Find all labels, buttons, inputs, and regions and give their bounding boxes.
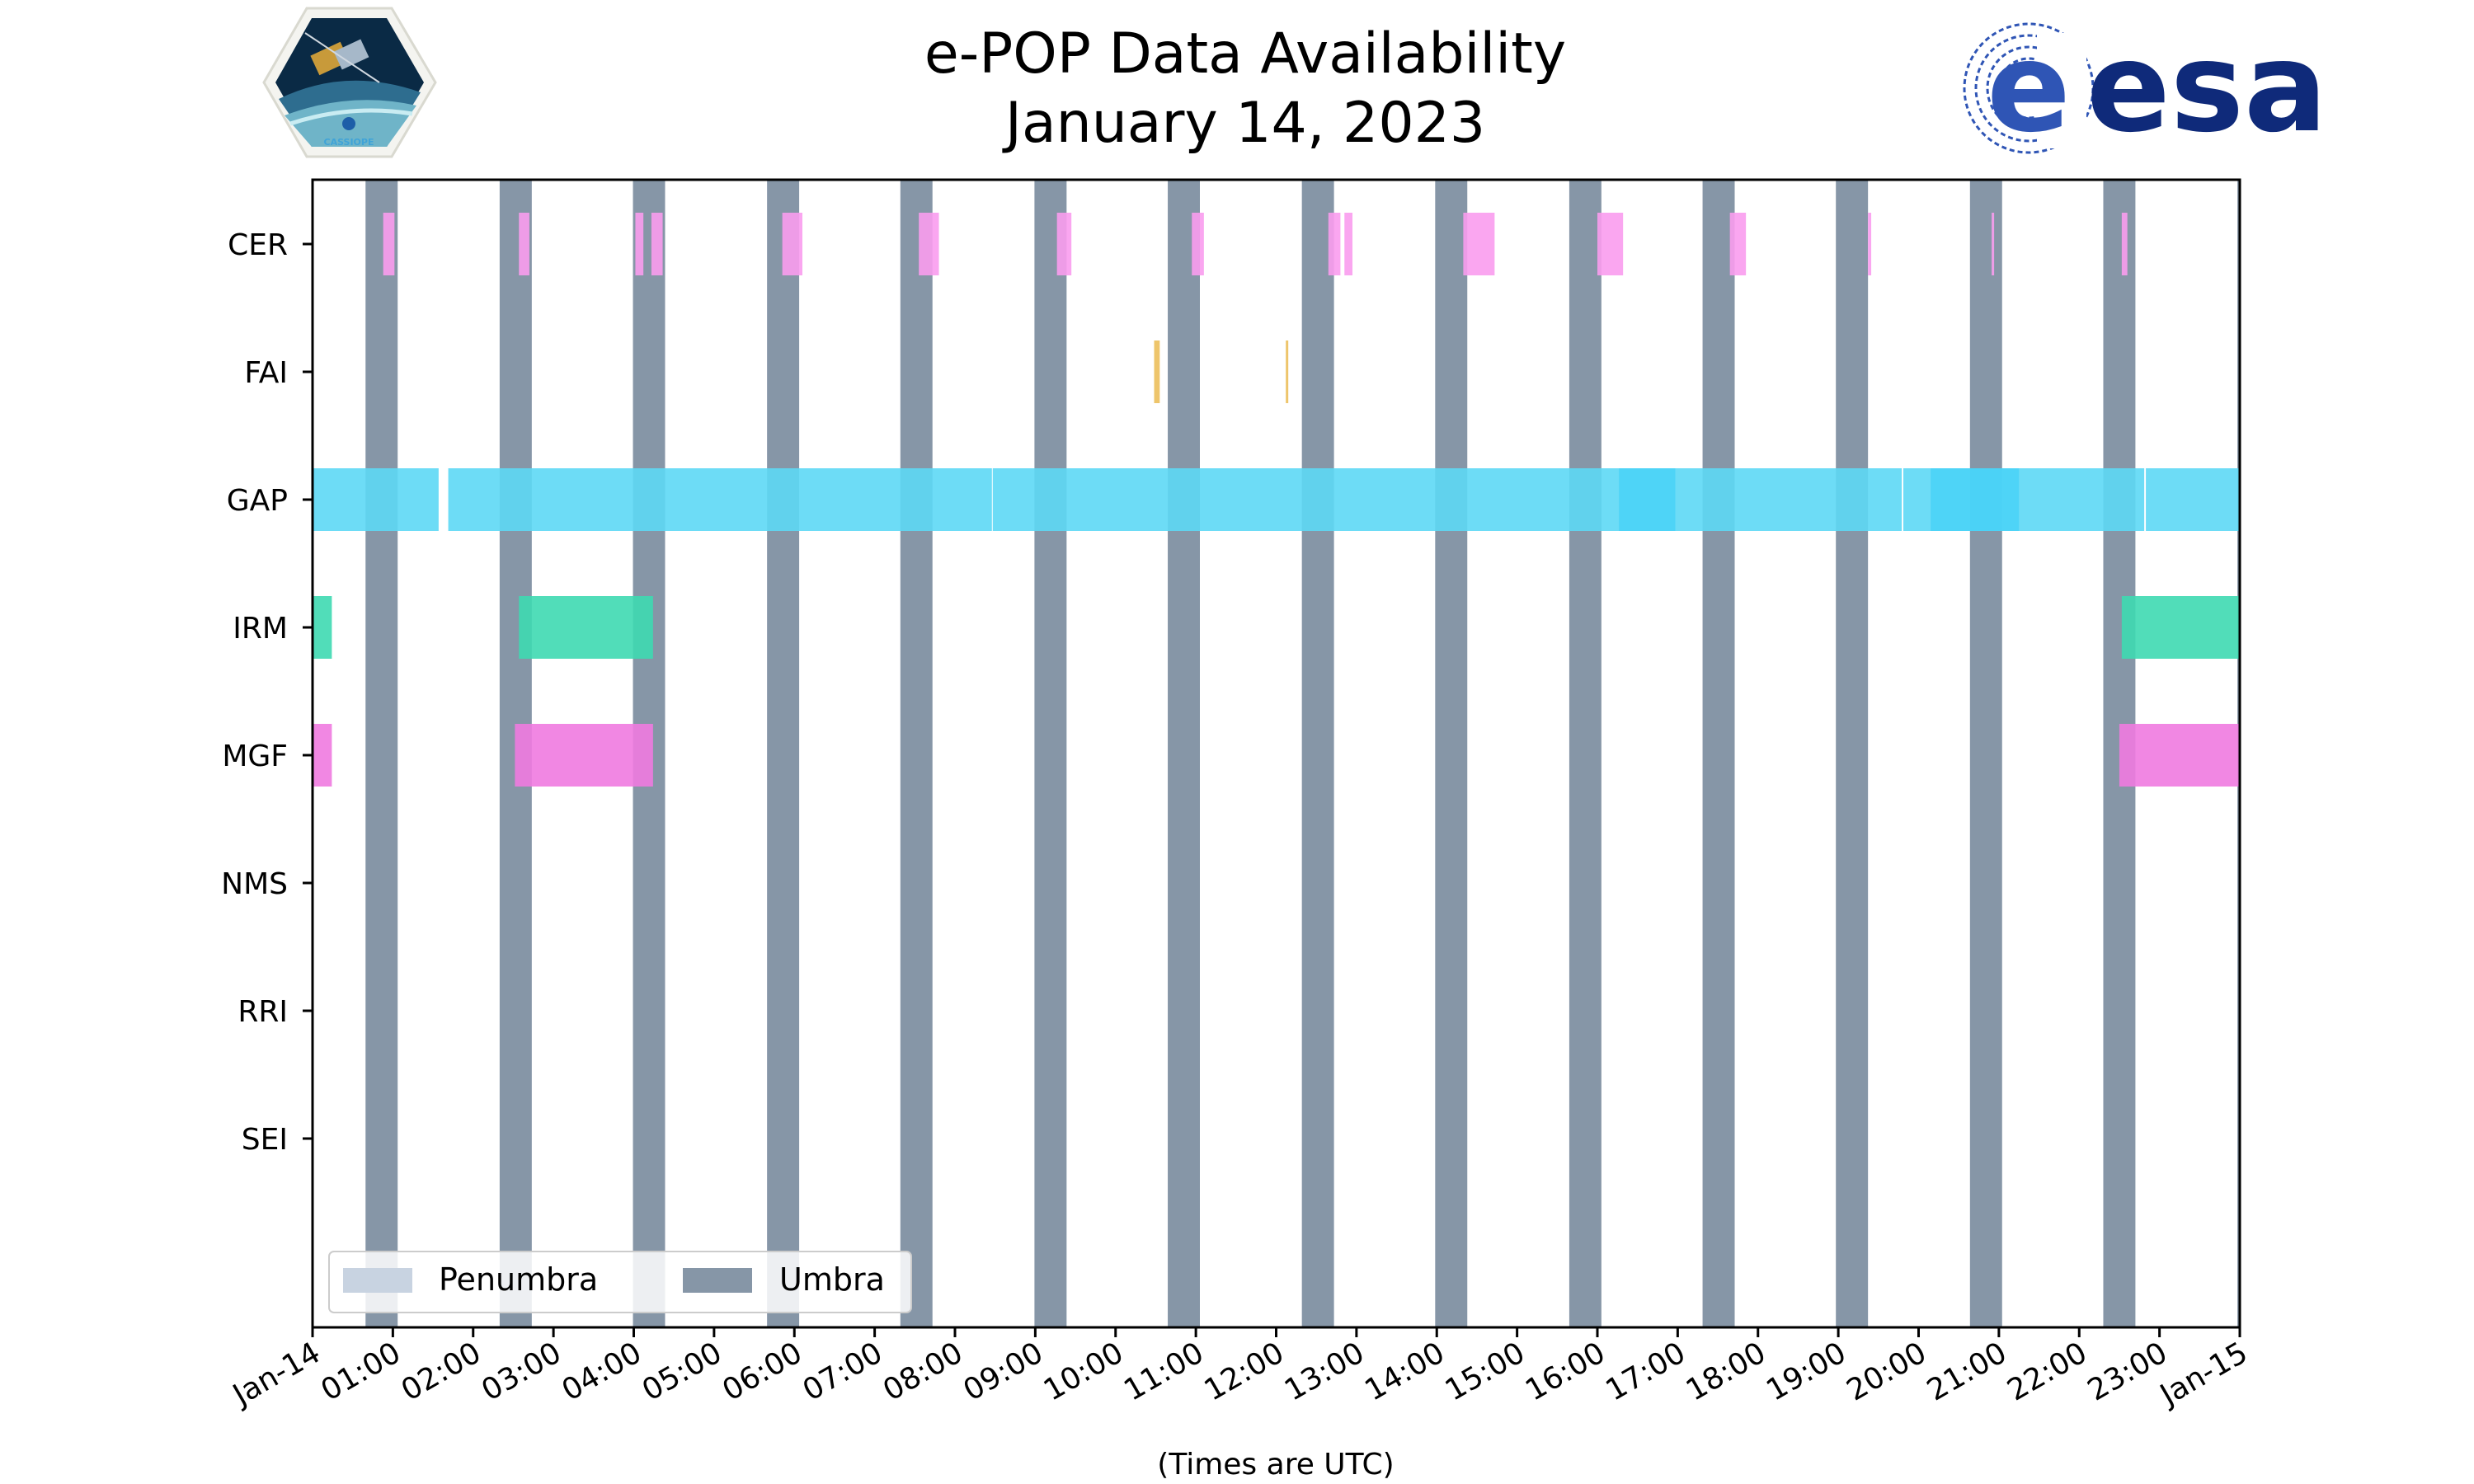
x-tick-label: Jan-14 (226, 1336, 326, 1413)
chart-title-line2: January 14, 2023 (1002, 91, 1485, 156)
series-bar-cer (1868, 213, 1872, 275)
x-tick-label: 21:00 (1921, 1336, 2012, 1407)
umbra-band (365, 180, 398, 1327)
series-bar-gap (992, 468, 1903, 531)
x-tick-label: 08:00 (877, 1336, 968, 1407)
series-bar-cer (1463, 213, 1495, 275)
umbra-band (1702, 180, 1735, 1327)
series-bar-cer (1328, 213, 1341, 275)
series-bar-cer (782, 213, 802, 275)
series-bar-cer (1992, 213, 1995, 275)
y-tick-label-cer: CER (228, 228, 288, 262)
umbra-band (1969, 180, 2002, 1327)
series-bar-gap (313, 468, 439, 531)
series-bar-cer (651, 213, 663, 275)
series-bar-gap-dense (1931, 468, 2020, 531)
series-bar-cer (2121, 213, 2128, 275)
umbra-band (1168, 180, 1200, 1327)
x-tick-label: 17:00 (1601, 1336, 1691, 1407)
series-bar-irm (519, 596, 653, 659)
chart-title-line1: e-POP Data Availability (924, 21, 1566, 87)
x-tick-label: 12:00 (1199, 1336, 1290, 1407)
x-axis: Jan-1401:0002:0003:0004:0005:0006:0007:0… (226, 1327, 2254, 1413)
x-tick-label: 10:00 (1038, 1336, 1129, 1407)
series-bar-cer (919, 213, 939, 275)
legend-label-umbra: Umbra (779, 1261, 885, 1298)
series-bar-cer (383, 213, 395, 275)
series-bar-cer (519, 213, 529, 275)
series-bar-cer (1192, 213, 1204, 275)
series-bar-mgf (515, 724, 653, 787)
y-tick-label-gap: GAP (227, 484, 288, 518)
series-bar-cer (1056, 213, 1072, 275)
plot-area: CER FAI GAP IRM MGF NMS RRI SEI Jan-1401:0002:0… (221, 178, 2254, 1482)
x-tick-label: 22:00 (2001, 1336, 2092, 1407)
legend: Penumbra Umbra (328, 1251, 912, 1313)
legend-swatch-umbra (683, 1268, 752, 1293)
badge-text: CASSIOPE (324, 137, 374, 148)
y-axis: CER FAI GAP IRM MGF NMS RRI SEI (221, 228, 313, 1157)
svg-text:e: e (1987, 16, 2071, 160)
x-tick-label: 07:00 (797, 1336, 888, 1407)
umbra-band (1836, 180, 1869, 1327)
series-bar-irm (2121, 596, 2240, 659)
esa-logo: e esa (1963, 16, 2327, 160)
series-bar-fai (1286, 340, 1289, 403)
x-tick-label: 02:00 (396, 1336, 487, 1407)
series-bar-irm (313, 596, 332, 659)
umbra-band (767, 180, 800, 1327)
series-bar-cer (635, 213, 644, 275)
y-tick-label-fai: FAI (244, 356, 288, 390)
umbra-band (1569, 180, 1602, 1327)
esa-swirl-icon: e (1963, 16, 2095, 160)
x-tick-label: 11:00 (1118, 1336, 1209, 1407)
y-tick-label-rri: RRI (238, 995, 288, 1029)
x-tick-label: 23:00 (2082, 1336, 2173, 1407)
x-tick-label: 09:00 (958, 1336, 1049, 1407)
series-bar-gap-dense (1619, 468, 1676, 531)
x-tick-label: 05:00 (637, 1336, 727, 1407)
cassiope-badge-logo: CASSIOPE (262, 7, 437, 158)
series-bar-gap (448, 468, 992, 531)
umbra-band (1034, 180, 1067, 1327)
esa-wordmark: esa (2086, 16, 2327, 160)
x-tick-label: 06:00 (717, 1336, 807, 1407)
series-bar-fai (1154, 340, 1160, 403)
y-tick-label-nms: NMS (221, 867, 288, 901)
umbra-band (1301, 180, 1334, 1327)
series-bars (313, 213, 2240, 787)
x-tick-label: 04:00 (557, 1336, 647, 1407)
x-tick-label: 14:00 (1359, 1336, 1450, 1407)
legend-label-penumbra: Penumbra (439, 1261, 598, 1298)
series-bar-cer (1344, 213, 1353, 275)
legend-box (328, 1251, 912, 1313)
series-bar-mgf (2119, 724, 2240, 787)
series-bar-cer (1597, 213, 1624, 275)
x-tick-label: 03:00 (476, 1336, 567, 1407)
x-tick-label: 16:00 (1520, 1336, 1611, 1407)
x-axis-label: (Times are UTC) (1157, 1448, 1394, 1482)
y-tick-label-irm: IRM (233, 612, 288, 646)
y-tick-label-mgf: MGF (222, 740, 288, 773)
x-tick-label: 20:00 (1841, 1336, 1932, 1407)
x-tick-label: 15:00 (1440, 1336, 1531, 1407)
series-bar-gap (2146, 468, 2240, 531)
legend-swatch-penumbra (343, 1268, 412, 1293)
series-bar-cer (1729, 213, 1747, 275)
x-tick-label: Jan-15 (2153, 1336, 2253, 1413)
y-tick-label-sei: SEI (242, 1123, 288, 1157)
x-tick-label: 18:00 (1681, 1336, 1771, 1407)
x-tick-label: 01:00 (316, 1336, 407, 1407)
series-bar-mgf (313, 724, 332, 787)
umbra-band (900, 180, 933, 1327)
umbra-band (1435, 180, 1468, 1327)
x-tick-label: 19:00 (1761, 1336, 1851, 1407)
x-tick-label: 13:00 (1279, 1336, 1370, 1407)
